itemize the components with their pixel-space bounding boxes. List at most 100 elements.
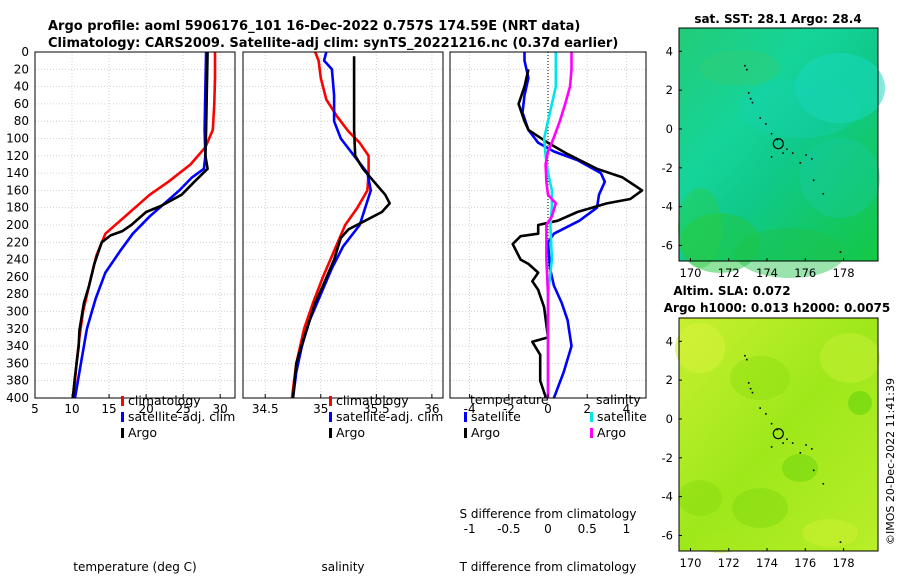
temperature-ytick-label: 0	[21, 45, 29, 59]
temperature-xtick-label: 20	[138, 402, 153, 416]
figure-title-line2: Climatology: CARS2009. Satellite-adj cli…	[48, 36, 618, 51]
sst-map-field-blob	[735, 228, 845, 278]
sla-map-xtick-label: 176	[794, 556, 816, 570]
sst-map-island	[812, 179, 815, 182]
sla-map-island	[759, 407, 761, 409]
sla-map-field-blob	[820, 333, 880, 383]
sla-map-ytick-label: -6	[662, 528, 673, 542]
difference-xtick-label: -2	[503, 402, 515, 416]
sst-map-ytick-label: -4	[662, 200, 673, 214]
sst-map-island	[782, 152, 784, 154]
sla-map-ytick-label: 0	[666, 412, 673, 426]
salinity-xtick-label: 35.5	[363, 402, 390, 416]
sla-map-title: Altim. SLA: 0.072	[673, 284, 790, 298]
sla-map-island	[782, 442, 784, 444]
sla-map-field-blob	[848, 391, 872, 415]
sst-map-xtick-label: 178	[833, 266, 855, 280]
sla-map-island	[811, 448, 813, 450]
temperature-xtick-label: 10	[64, 402, 79, 416]
sla-map-island	[744, 354, 746, 357]
sst-map-xtick-label: 176	[794, 266, 816, 280]
sla-map-island	[786, 438, 788, 440]
difference-line-t-argo	[511, 69, 644, 399]
sla-map-argo-marker	[772, 428, 784, 440]
sla-map-field-blob	[782, 454, 818, 482]
temperature-xtick-label: 30	[213, 402, 228, 416]
sla-map-subtitle: Argo h1000: 0.013 h2000: 0.0075	[664, 301, 891, 315]
temperature-ytick-label: 300	[6, 305, 29, 319]
difference-xtick-label: -4	[464, 402, 476, 416]
temperature-legend-swatch	[121, 412, 124, 422]
sst-map-island	[786, 148, 788, 150]
sla-map-island	[746, 358, 748, 361]
sst-map-ytick-label: 4	[666, 44, 673, 58]
sla-map-island	[747, 382, 750, 384]
sla-map-ytick-label: 2	[666, 373, 673, 387]
sst-map: sat. SST: 28.1 Argo: 28.4 170 172 174 176 17…	[662, 12, 885, 280]
salinity-xlabel: salinity	[321, 560, 364, 574]
temperature-line-argo	[71, 51, 209, 399]
temperature-ytick-label: 380	[6, 374, 29, 388]
sst-map-island	[751, 101, 754, 104]
salinity-legend-swatch	[329, 428, 332, 438]
sla-map-island	[839, 541, 842, 543]
temperature-xtick-label: 25	[176, 402, 191, 416]
temperature-ytick-label: 340	[6, 339, 29, 353]
temperature-xtick-label: 15	[101, 402, 116, 416]
difference-panel: -4 -2 0 2 4 -1 -0.5 0 0.5 1 temperature salinity sa…	[449, 51, 647, 574]
figure-title-line1: Argo profile: aoml 5906176_101 16-Dec-20…	[48, 19, 580, 34]
temperature-legend-label: satellite-adj. clim	[128, 409, 235, 424]
sla-map-field-blob	[696, 533, 744, 553]
temperature-legend-swatch	[121, 396, 124, 406]
difference-xlabel: T difference from climatology	[459, 560, 637, 574]
sla-map-xtick-label: 170	[680, 556, 702, 570]
sst-map-title: sat. SST: 28.1 Argo: 28.4	[694, 12, 861, 26]
sst-map-ytick-label: -2	[662, 161, 673, 175]
salinity-legend-swatch	[329, 412, 332, 422]
sla-map-xtick-label: 174	[756, 556, 778, 570]
sst-map-field-blob	[700, 50, 780, 86]
difference-xtick-label: 2	[583, 402, 591, 416]
salinity-line-argo	[291, 56, 392, 399]
difference-top-xtick-label: 1	[623, 522, 631, 536]
temperature-ytick-label: 240	[6, 253, 29, 267]
temperature-ytick-label: 100	[6, 132, 29, 146]
sla-map-island	[799, 452, 802, 454]
temperature-ytick-label: 260	[6, 270, 29, 284]
sla-map-island	[751, 391, 754, 394]
sst-map-island	[744, 64, 746, 67]
difference-top-xtick-label: 0.5	[578, 522, 597, 536]
imos-credit: ©IMOS 20-Dec-2022 11:41:39	[884, 378, 897, 545]
difference-line-s-argo	[544, 52, 573, 398]
sst-map-field-blob	[680, 213, 760, 273]
sst-map-island	[822, 193, 825, 195]
sla-map-field-blob	[678, 480, 722, 516]
sla-map-island	[791, 442, 794, 444]
sst-map-island	[839, 251, 842, 253]
salinity-xtick-label: 35	[313, 402, 328, 416]
sla-map-island	[776, 428, 779, 431]
sst-map-island	[747, 92, 750, 94]
sla-map-island	[770, 422, 773, 425]
salinity-axes-box	[242, 51, 444, 399]
sla-map-field-blob	[732, 488, 788, 528]
temperature-legend-swatch	[121, 428, 124, 438]
sla-map-island	[765, 413, 767, 415]
temperature-axes-box	[34, 51, 236, 399]
sst-map-xtick-label: 170	[680, 266, 702, 280]
temperature-ytick-label: 180	[6, 201, 29, 215]
sst-map-ytick-label: -6	[662, 238, 673, 252]
temperature-ytick-label: 320	[6, 322, 29, 336]
sst-map-xtick-label: 172	[718, 266, 740, 280]
sla-map-frame	[678, 317, 879, 552]
difference-xtick-label: 0	[544, 402, 552, 416]
difference-xtick-label: 4	[623, 402, 631, 416]
difference-top-xtick-label: -0.5	[497, 522, 520, 536]
salinity-legend-swatch	[329, 396, 332, 406]
difference-top-xtick-label: 0	[544, 522, 552, 536]
temperature-ytick-label: 400	[6, 391, 29, 405]
sst-map-field-blob	[678, 188, 722, 268]
temperature-ytick-label: 80	[14, 114, 29, 128]
sla-map-island	[812, 469, 815, 472]
